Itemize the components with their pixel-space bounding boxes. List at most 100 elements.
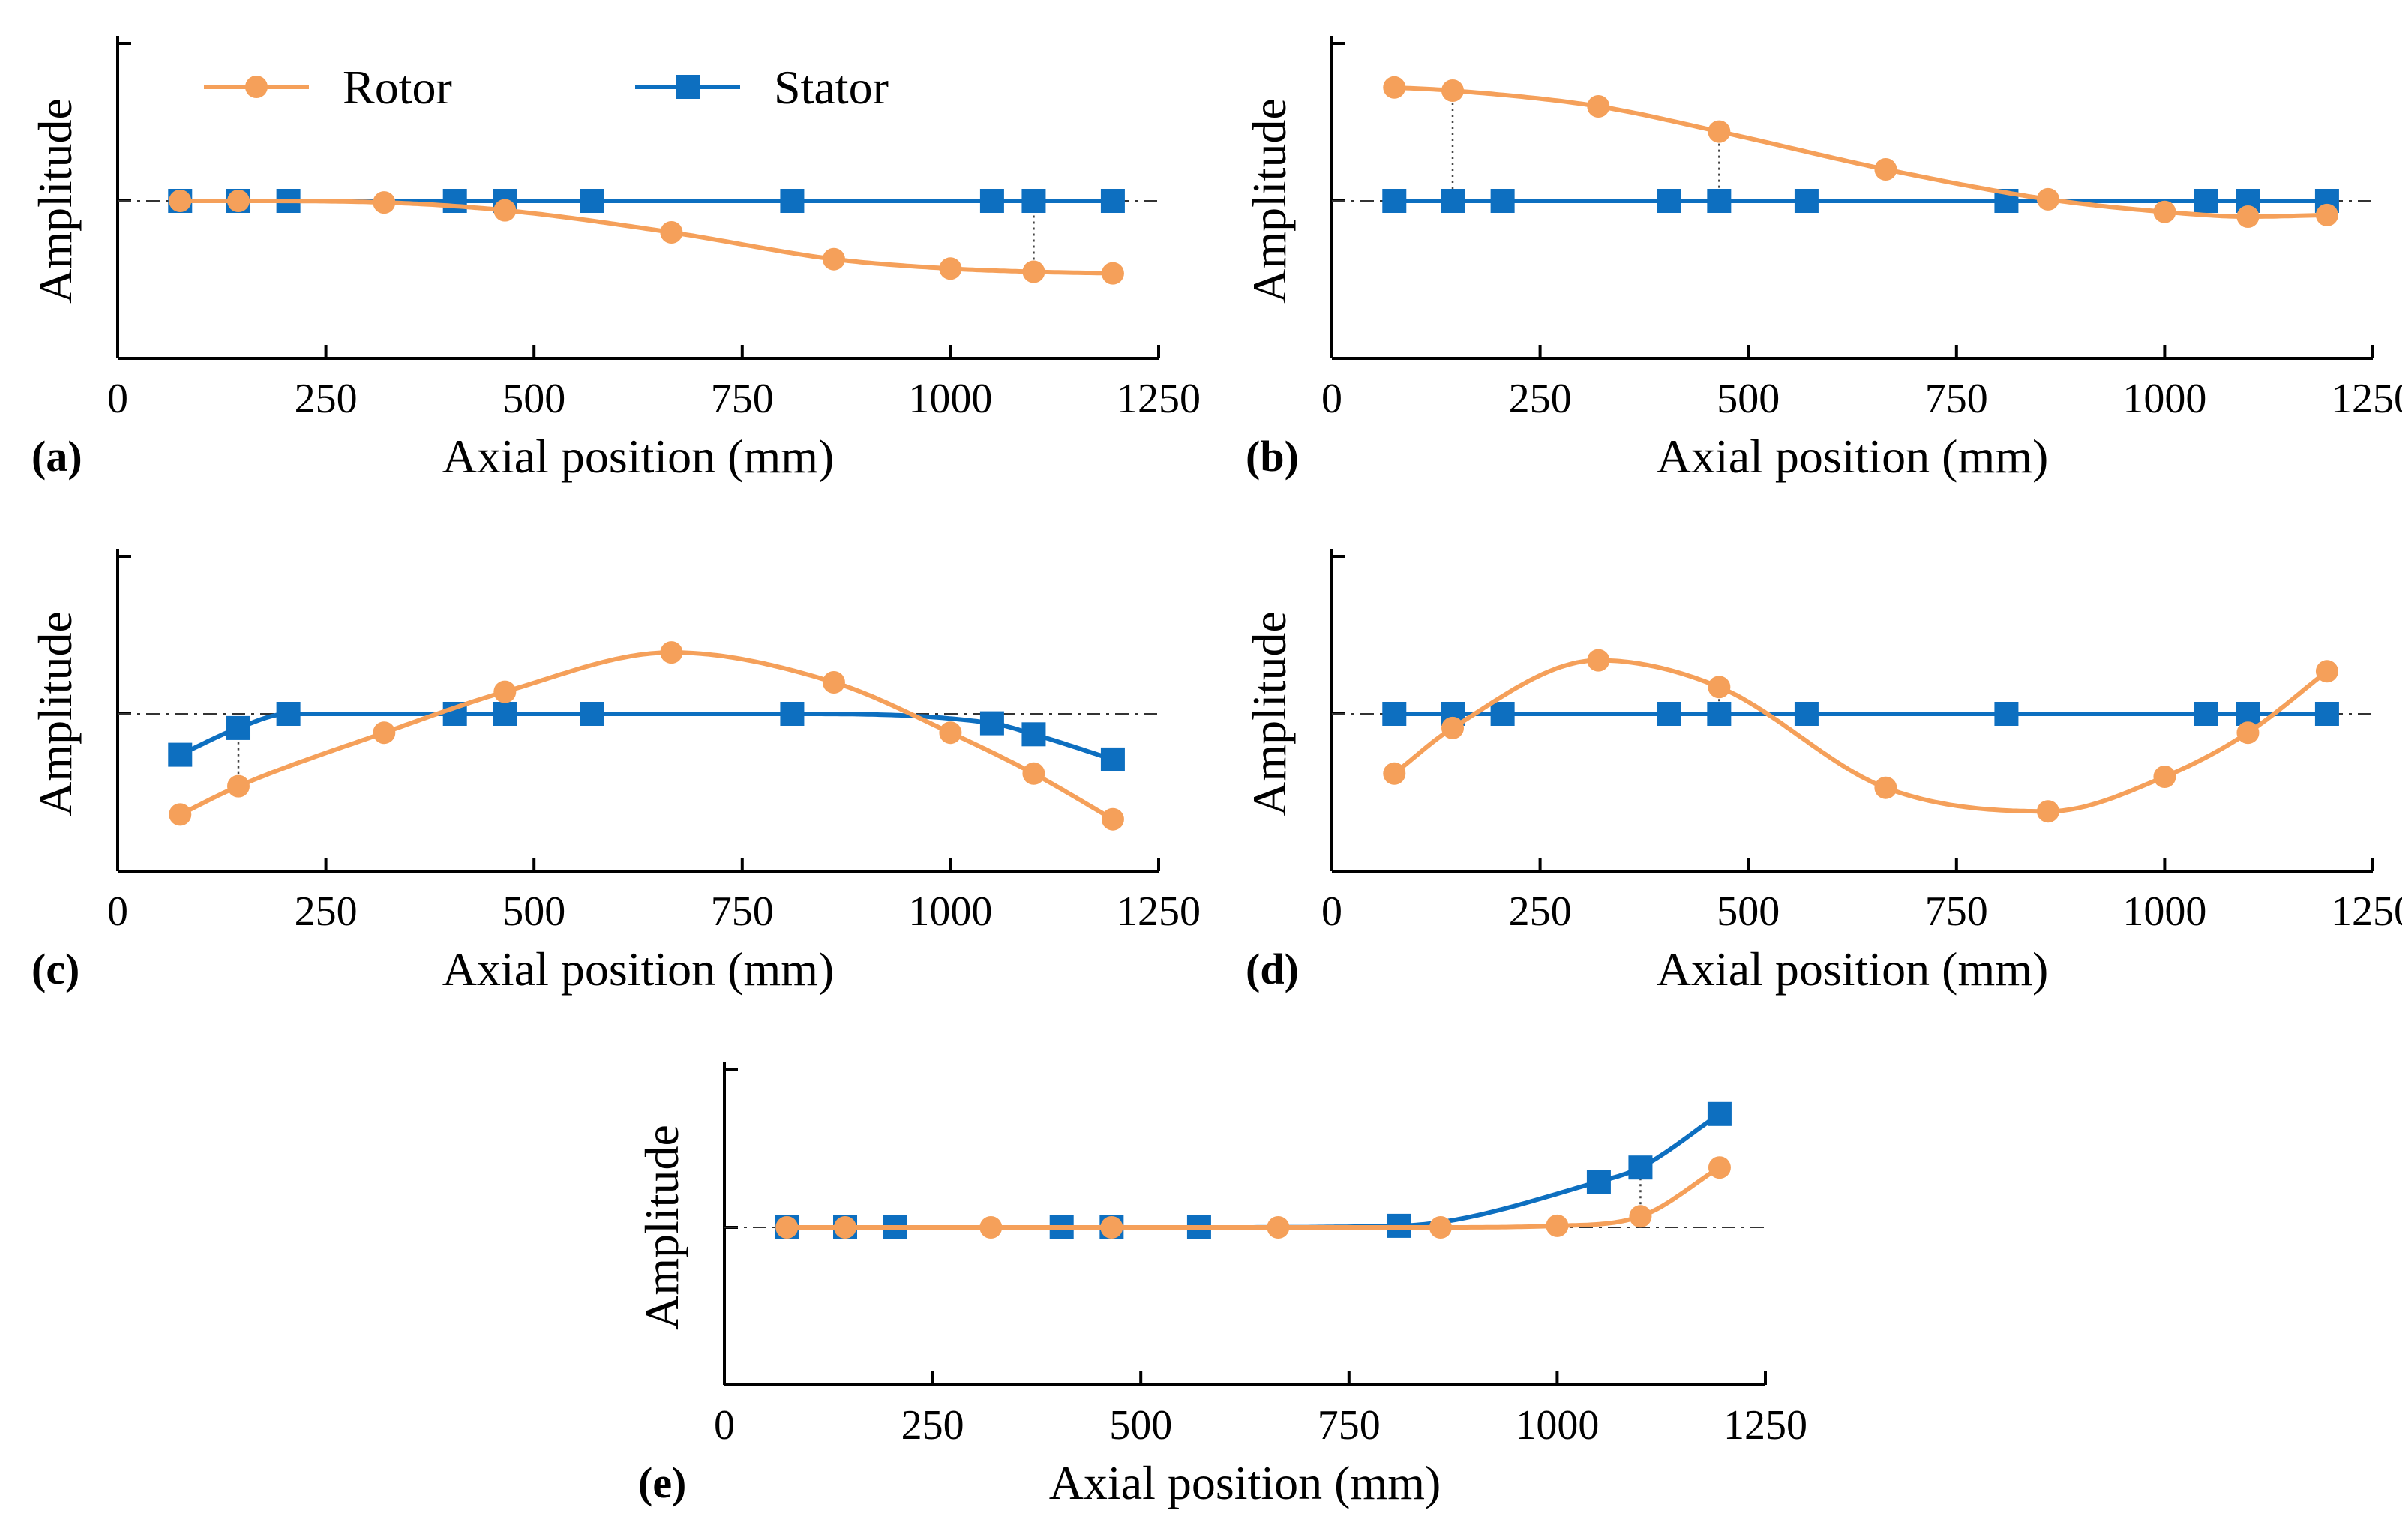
stator-point [1707, 189, 1732, 213]
rotor-point [1874, 776, 1897, 799]
stator-point [1100, 747, 1125, 771]
x-tick-label: 1000 [908, 888, 992, 935]
x-tick-label: 500 [502, 376, 565, 422]
rotor-point [1267, 1216, 1290, 1239]
stator-point [780, 189, 805, 213]
rotor-point [493, 199, 517, 222]
x-tick-label: 0 [714, 1402, 735, 1449]
stator-point [1994, 702, 2019, 726]
stator-point [1628, 1155, 1653, 1180]
rotor-point [1101, 262, 1124, 285]
rotor-point [1874, 158, 1897, 181]
legend-marker-rotor [245, 76, 268, 98]
rotor-point [1629, 1205, 1652, 1228]
rotor-point [2153, 766, 2176, 788]
x-axis-label: Axial position (mm) [1657, 430, 2049, 483]
rotor-point [1708, 676, 1731, 699]
stator-point [1382, 702, 1407, 726]
rotor-point [1383, 762, 1406, 785]
rotor-point [169, 803, 192, 826]
rotor-point [1022, 260, 1045, 283]
rotor-point [227, 190, 250, 212]
legend: Rotor Stator [204, 61, 889, 114]
rotor-point [1441, 716, 1465, 739]
rotor-point [493, 680, 517, 703]
rotor-point [2315, 203, 2338, 226]
y-axis-label: Amplitude [1243, 98, 1296, 304]
x-tick-label: 1250 [1117, 376, 1201, 422]
rotor-point [1587, 95, 1610, 118]
stator-point [168, 742, 193, 767]
stator-point [1021, 722, 1046, 747]
rotor-point [822, 247, 845, 271]
y-axis-label: Amplitude [28, 611, 82, 816]
y-axis-label: Amplitude [1243, 611, 1296, 816]
legend-label-rotor: Rotor [343, 61, 452, 114]
x-tick-label: 750 [1318, 1402, 1381, 1449]
rotor-point [1546, 1214, 1569, 1237]
stator-point [1021, 189, 1046, 213]
stator-point [1707, 1101, 1732, 1126]
rotor-point [979, 1216, 1003, 1239]
x-tick-label: 500 [1717, 376, 1780, 422]
rotor-point [939, 721, 962, 745]
rotor-point [2236, 721, 2260, 745]
rotor-point [373, 191, 396, 214]
rotor-line [1394, 85, 2327, 219]
x-tick-label: 250 [1509, 888, 1572, 935]
panel-b: 0 250 500 750 1000 1250 Amplitude Axial positio… [1243, 36, 2402, 483]
panel-label: (c) [31, 945, 79, 993]
stator-point [493, 702, 517, 726]
rotor-point [1100, 1216, 1123, 1239]
y-axis-label: Amplitude [28, 98, 82, 304]
stator-point [979, 189, 1004, 213]
stator-point [442, 189, 467, 213]
x-tick-label: 500 [502, 888, 565, 935]
x-axis-label: Axial position (mm) [442, 942, 835, 996]
x-axis-label: Axial position (mm) [1049, 1456, 1441, 1509]
panel-label: (e) [638, 1458, 686, 1507]
rotor-point [822, 671, 845, 694]
x-axis-label: Axial position (mm) [442, 430, 835, 483]
rotor-line [179, 650, 1114, 822]
x-tick-label: 1250 [1117, 888, 1201, 935]
rotor-line [1393, 658, 2329, 814]
x-tick-label: 1000 [2122, 888, 2206, 935]
x-tick-label: 250 [1509, 376, 1572, 422]
stator-point [1441, 189, 1465, 213]
x-tick-label: 1000 [1515, 1402, 1599, 1449]
x-tick-label: 500 [1109, 1402, 1172, 1449]
stator-line [787, 1112, 1721, 1230]
rotor-point [1022, 762, 1045, 785]
stator-point [1586, 1170, 1611, 1194]
x-tick-label: 0 [107, 376, 128, 422]
x-tick-label: 1000 [908, 376, 992, 422]
x-tick-label: 750 [711, 376, 774, 422]
rotor-point [660, 641, 683, 664]
rotor-point [660, 221, 683, 244]
x-tick-label: 0 [1321, 376, 1342, 422]
rotor-point [2236, 205, 2260, 228]
legend-label-stator: Stator [774, 61, 889, 114]
rotor-point [775, 1216, 799, 1239]
x-tick-label: 750 [1925, 376, 1988, 422]
rotor-line [787, 1165, 1721, 1230]
x-tick-label: 750 [1925, 888, 1988, 935]
rotor-point [939, 257, 962, 280]
stator-line [179, 712, 1114, 762]
stator-point [1490, 189, 1515, 213]
rotor-point [2036, 800, 2059, 823]
x-tick-label: 1000 [2122, 376, 2206, 422]
stator-point [1100, 189, 1125, 213]
x-tick-label: 250 [901, 1402, 964, 1449]
stator-point [1657, 702, 1681, 726]
stator-point [2194, 189, 2218, 213]
x-tick-label: 1250 [2331, 888, 2402, 935]
rotor-point [169, 190, 192, 212]
stator-point [226, 715, 251, 740]
rotor-point [1101, 807, 1124, 831]
x-tick-label: 0 [107, 888, 128, 935]
stator-point [780, 702, 805, 726]
panel-label: (d) [1246, 945, 1299, 993]
